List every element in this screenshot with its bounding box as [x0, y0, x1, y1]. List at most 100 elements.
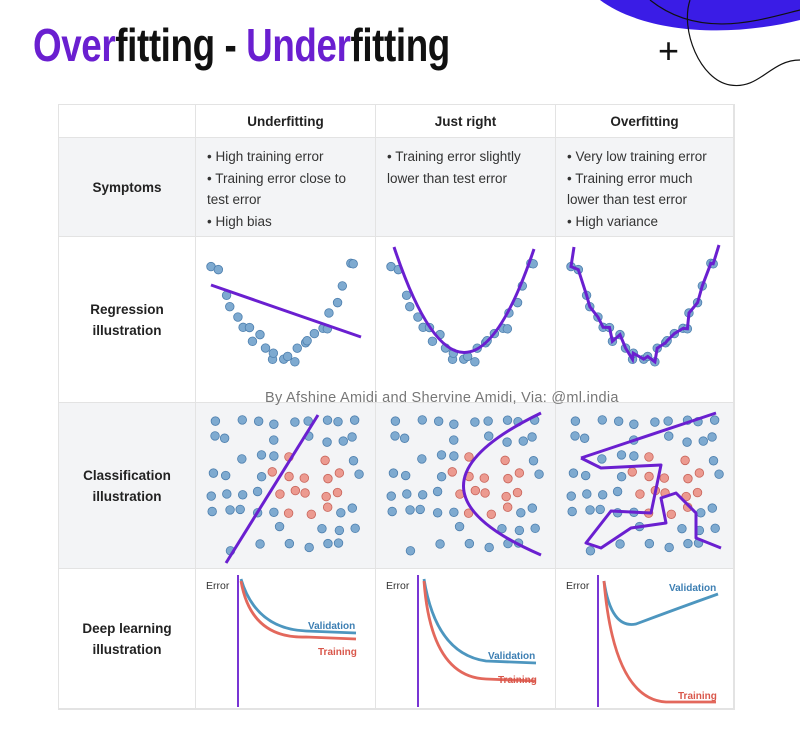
- illustration: [386, 246, 538, 367]
- blue-point: [237, 415, 247, 425]
- blue-point: [570, 416, 581, 426]
- illustration-cell: ErrorEpochsValidationTraining: [376, 569, 556, 709]
- blue-point: [677, 523, 687, 534]
- blue-point: [615, 539, 625, 549]
- blue-point: [304, 542, 314, 553]
- blue-point: [210, 416, 221, 426]
- blue-point: [390, 431, 400, 441]
- blue-point: [585, 505, 595, 515]
- blue-point: [502, 324, 513, 334]
- symptom-item: • High variance: [567, 213, 659, 229]
- blue-point: [220, 470, 231, 481]
- blue-point: [616, 472, 627, 482]
- blue-point: [255, 329, 265, 340]
- illustration-cell: [376, 237, 556, 403]
- blue-point: [566, 491, 576, 501]
- illustration-cell: ErrorEpochsValidationTraining: [556, 569, 734, 709]
- blue-point: [454, 521, 465, 532]
- red-point: [290, 485, 301, 496]
- blue-point: [290, 417, 300, 427]
- blue-point: [390, 416, 401, 426]
- blue-point: [683, 538, 693, 549]
- watermark: By Afshine Amidi and Shervine Amidi, Via…: [265, 390, 619, 406]
- blue-point: [612, 486, 623, 497]
- blue-point: [247, 336, 258, 347]
- illustration-cell: [196, 237, 376, 403]
- blue-point: [597, 415, 607, 425]
- red-point: [644, 452, 654, 462]
- blue-point: [427, 336, 438, 347]
- blue-point: [714, 469, 724, 479]
- blue-point: [252, 486, 263, 497]
- blue-point: [570, 431, 580, 441]
- blue-point: [417, 415, 427, 425]
- blue-point: [518, 436, 528, 446]
- training-label: Training: [678, 691, 717, 702]
- row-label: Regression illustration: [59, 237, 196, 403]
- blue-point: [528, 456, 539, 466]
- validation-curve: [239, 578, 357, 635]
- blue-point: [225, 505, 235, 515]
- blue-point: [282, 351, 293, 362]
- validation-label: Validation: [308, 621, 355, 632]
- blue-point: [222, 489, 232, 499]
- blue-point: [502, 437, 512, 447]
- blue-point: [616, 450, 627, 460]
- red-point: [501, 491, 511, 502]
- blue-point: [268, 348, 279, 358]
- red-point: [644, 471, 654, 482]
- symptom-item: • Training error slightly lower than tes…: [387, 149, 521, 186]
- blue-point: [597, 490, 608, 500]
- blue-point: [237, 454, 247, 464]
- blue-point: [317, 523, 327, 534]
- blue-point: [579, 433, 590, 443]
- red-point: [464, 452, 474, 462]
- column-header: Just right: [376, 105, 556, 138]
- blue-point: [580, 470, 591, 481]
- blue-point: [707, 432, 717, 442]
- symptom-cell: • Very low training error • Training erro…: [556, 138, 734, 237]
- illustration: [206, 258, 362, 367]
- red-point: [683, 473, 693, 484]
- blue-point: [323, 538, 333, 549]
- red-point: [470, 485, 481, 496]
- red-point: [275, 489, 285, 499]
- title-part: Over: [33, 19, 116, 71]
- title: Overfitting - Underfitting: [33, 18, 450, 72]
- blue-point: [269, 507, 279, 517]
- blue-point: [350, 523, 360, 534]
- blue-point: [347, 432, 357, 442]
- blue-point: [256, 450, 267, 460]
- blue-point: [349, 415, 360, 425]
- validation-label: Validation: [488, 651, 535, 662]
- blue-point: [253, 416, 264, 426]
- red-point: [659, 473, 669, 483]
- row-label: Symptoms: [59, 138, 196, 237]
- blue-point: [206, 491, 216, 501]
- blue-point: [388, 468, 399, 478]
- blue-point: [470, 417, 480, 427]
- blue-point: [664, 542, 674, 553]
- row-label: Deep learning illustration: [59, 569, 196, 709]
- blue-point: [516, 508, 526, 518]
- illustration: [206, 414, 364, 564]
- title-part: fitting: [350, 19, 450, 71]
- comparison-table: Underfitting Just right Overfitting Symptom…: [58, 104, 735, 710]
- red-point: [694, 468, 705, 478]
- red-point: [666, 509, 677, 519]
- red-point: [463, 508, 474, 518]
- illustration-cell: [376, 403, 556, 569]
- blue-point: [387, 506, 397, 517]
- blue-point: [449, 435, 459, 445]
- red-point: [322, 502, 333, 512]
- symptom-item: • High training error: [207, 149, 324, 164]
- validation-curve: [422, 578, 537, 665]
- blue-point: [595, 504, 605, 515]
- fit-curve: [392, 246, 536, 354]
- blue-point: [210, 431, 220, 441]
- red-point: [480, 488, 490, 498]
- red-point: [500, 455, 510, 466]
- blue-point: [402, 489, 412, 499]
- red-point: [321, 491, 331, 502]
- blue-point: [435, 539, 445, 549]
